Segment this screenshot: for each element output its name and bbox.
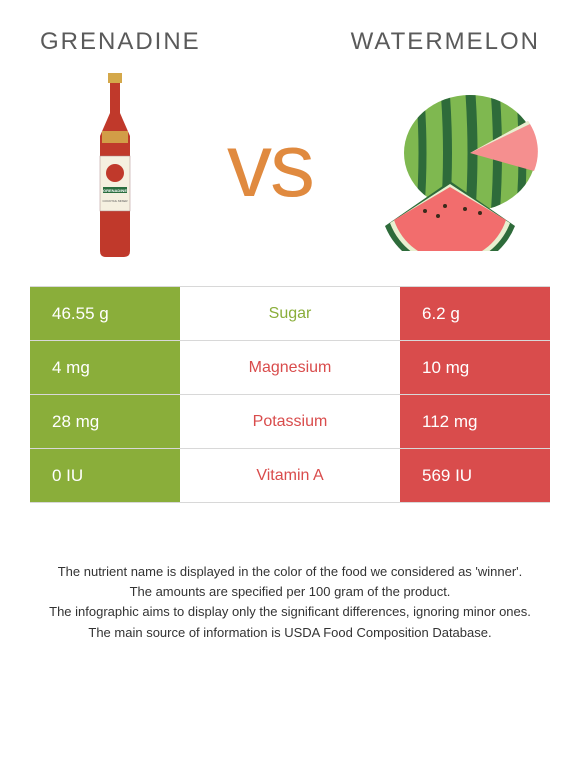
nutrient-label: Magnesium bbox=[180, 341, 400, 394]
images-row: GRENADINE COCKTAIL MIXER vs bbox=[0, 56, 580, 276]
header-row: Grenadine Watermelon bbox=[0, 0, 580, 56]
cell-right: 112 mg bbox=[400, 395, 550, 448]
cell-left: 4 mg bbox=[30, 341, 180, 394]
nutrient-label: Vitamin A bbox=[180, 449, 400, 502]
vs-text: vs bbox=[227, 115, 313, 218]
title-right: Watermelon bbox=[351, 28, 540, 56]
table-row: 28 mgPotassium112 mg bbox=[30, 395, 550, 449]
table-row: 46.55 gSugar6.2 g bbox=[30, 287, 550, 341]
footnote-line: The main source of information is USDA F… bbox=[40, 624, 540, 642]
cell-left: 46.55 g bbox=[30, 287, 180, 340]
cell-right: 6.2 g bbox=[400, 287, 550, 340]
title-left: Grenadine bbox=[40, 28, 201, 56]
comparison-table: 46.55 gSugar6.2 g4 mgMagnesium10 mg28 mg… bbox=[30, 286, 550, 503]
nutrient-label: Sugar bbox=[180, 287, 400, 340]
svg-text:GRENADINE: GRENADINE bbox=[103, 188, 127, 193]
cell-right: 10 mg bbox=[400, 341, 550, 394]
nutrient-label: Potassium bbox=[180, 395, 400, 448]
footnotes: The nutrient name is displayed in the co… bbox=[40, 563, 540, 642]
cell-left: 0 IU bbox=[30, 449, 180, 502]
watermelon-image bbox=[370, 81, 550, 251]
footnote-line: The nutrient name is displayed in the co… bbox=[40, 563, 540, 581]
grenadine-image: GRENADINE COCKTAIL MIXER bbox=[60, 71, 170, 261]
footnote-line: The infographic aims to display only the… bbox=[40, 603, 540, 621]
cell-left: 28 mg bbox=[30, 395, 180, 448]
table-row: 0 IUVitamin A569 IU bbox=[30, 449, 550, 503]
footnote-line: The amounts are specified per 100 gram o… bbox=[40, 583, 540, 601]
cell-right: 569 IU bbox=[400, 449, 550, 502]
table-row: 4 mgMagnesium10 mg bbox=[30, 341, 550, 395]
svg-text:COCKTAIL MIXER: COCKTAIL MIXER bbox=[102, 199, 128, 203]
